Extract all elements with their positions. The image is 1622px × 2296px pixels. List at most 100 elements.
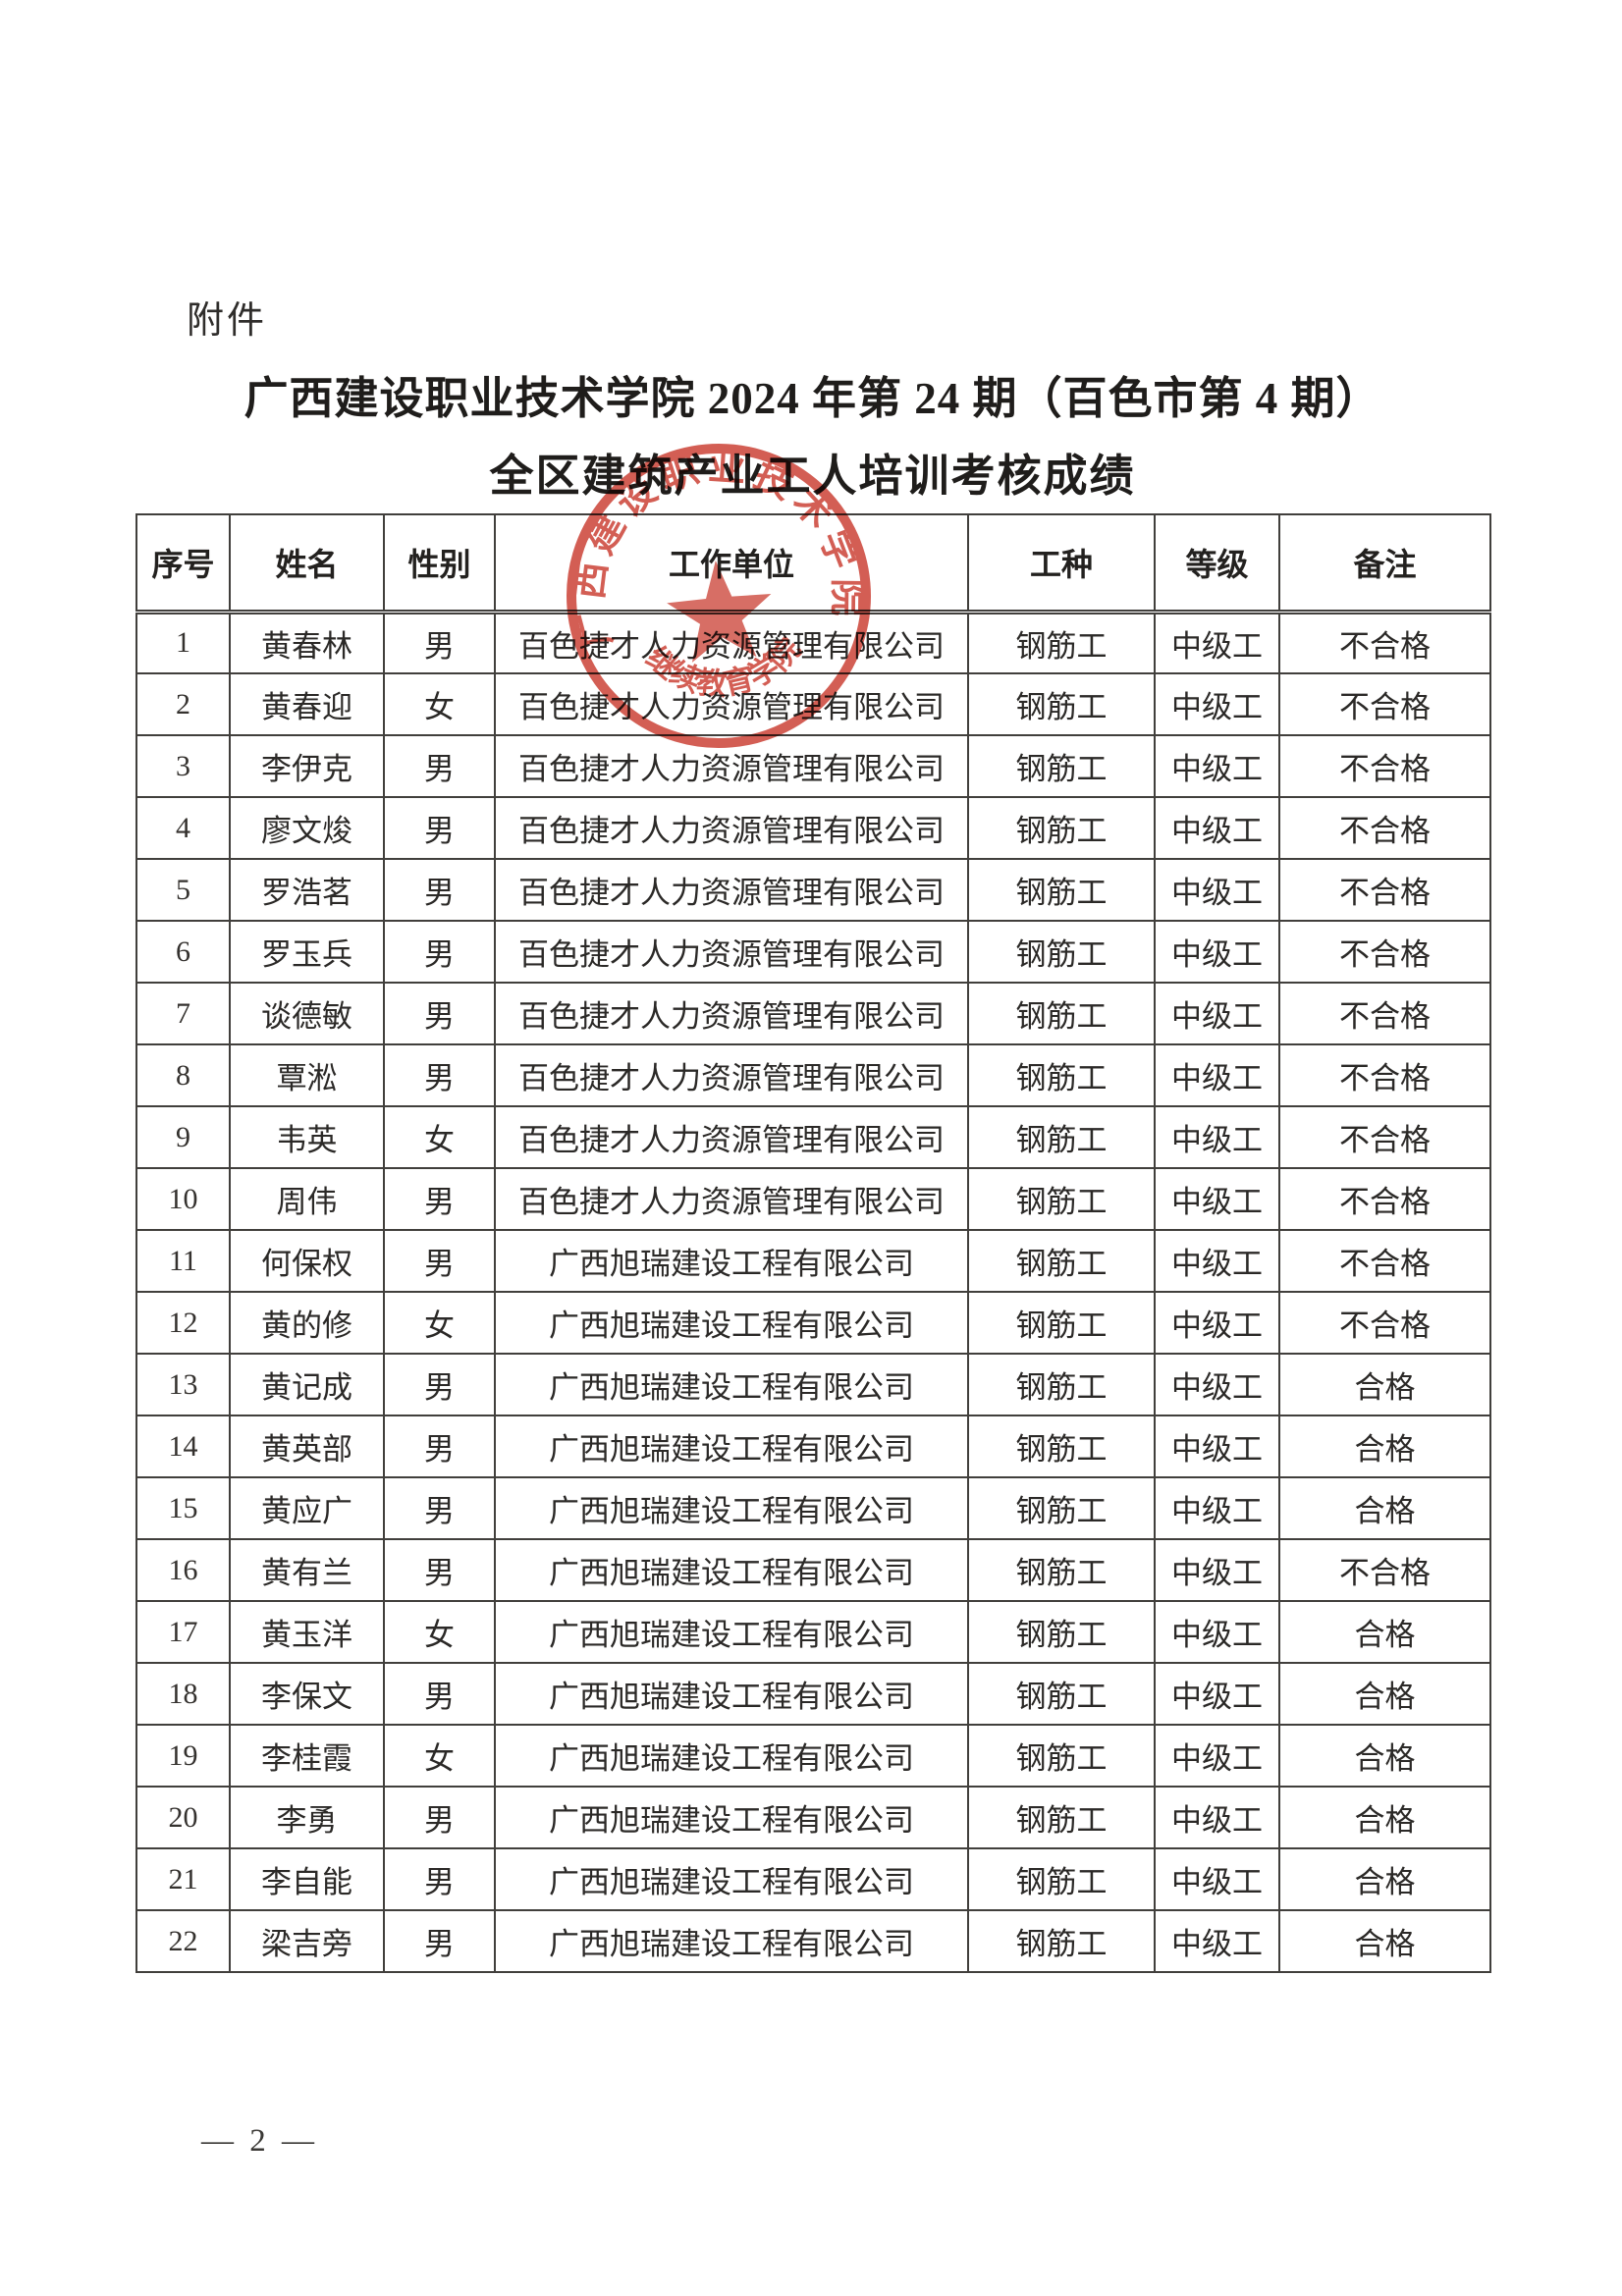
cell-employer: 广西旭瑞建设工程有限公司 bbox=[494, 1909, 969, 1973]
cell-employer: 百色捷才人力资源管理有限公司 bbox=[494, 611, 969, 674]
table-row: 1 黄春林男百色捷才人力资源管理有限公司 钢筋工 中级工 不合格 bbox=[135, 611, 1491, 674]
table-row: 5 罗浩茗男百色捷才人力资源管理有限公司 钢筋工 中级工 不合格 bbox=[135, 858, 1491, 922]
cell-trade: 钢筋工 bbox=[967, 1229, 1156, 1293]
cell-level: 中级工 bbox=[1154, 1538, 1280, 1602]
cell-remark: 合格 bbox=[1278, 1600, 1491, 1664]
table-row: 17 黄玉洋女广西旭瑞建设工程有限公司 钢筋工 中级工 合格 bbox=[135, 1600, 1491, 1664]
cell-employer: 百色捷才人力资源管理有限公司 bbox=[494, 734, 969, 798]
cell-name: 李伊克 bbox=[229, 734, 385, 798]
cell-index: 13 bbox=[135, 1353, 231, 1416]
table-row: 22 梁吉旁男广西旭瑞建设工程有限公司 钢筋工 中级工 合格 bbox=[135, 1909, 1491, 1973]
col-header-trade: 工种 bbox=[967, 513, 1156, 614]
document-title-line2: 全区建筑产业工人培训考核成绩 bbox=[489, 451, 1136, 501]
cell-trade: 钢筋工 bbox=[967, 1476, 1156, 1540]
cell-name: 李勇 bbox=[229, 1786, 385, 1849]
table-row: 21 李自能男广西旭瑞建设工程有限公司 钢筋工 中级工 合格 bbox=[135, 1847, 1491, 1911]
cell-remark: 合格 bbox=[1278, 1415, 1491, 1478]
cell-index: 3 bbox=[135, 734, 231, 798]
cell-name: 黄英部 bbox=[229, 1415, 385, 1478]
cell-gender: 男 bbox=[383, 1847, 496, 1911]
cell-remark: 合格 bbox=[1278, 1847, 1491, 1911]
cell-gender: 男 bbox=[383, 1353, 496, 1416]
cell-remark: 不合格 bbox=[1278, 1043, 1491, 1107]
cell-remark: 不合格 bbox=[1278, 858, 1491, 922]
table-row: 9 韦英女百色捷才人力资源管理有限公司 钢筋工 中级工 不合格 bbox=[135, 1105, 1491, 1169]
table-body: 1 黄春林男百色捷才人力资源管理有限公司 钢筋工 中级工 不合格 2 黄春迎女百色捷才人力资… bbox=[135, 611, 1491, 1973]
cell-gender: 男 bbox=[383, 1786, 496, 1849]
cell-index: 16 bbox=[135, 1538, 231, 1602]
cell-name: 黄玉洋 bbox=[229, 1600, 385, 1664]
cell-remark: 不合格 bbox=[1278, 1105, 1491, 1169]
cell-name: 何保权 bbox=[229, 1229, 385, 1293]
cell-level: 中级工 bbox=[1154, 1229, 1280, 1293]
cell-gender: 男 bbox=[383, 734, 496, 798]
cell-trade: 钢筋工 bbox=[967, 672, 1156, 736]
cell-employer: 广西旭瑞建设工程有限公司 bbox=[494, 1600, 969, 1664]
training-results-table: 序号 姓名 性别 工作单位 工种 等级 备注 1 黄春林男百色捷才人力资源管理有限公司 钢筋工中… bbox=[135, 513, 1491, 1973]
cell-name: 覃淞 bbox=[229, 1043, 385, 1107]
cell-remark: 不合格 bbox=[1278, 1229, 1491, 1293]
cell-trade: 钢筋工 bbox=[967, 1043, 1156, 1107]
cell-level: 中级工 bbox=[1154, 1353, 1280, 1416]
cell-index: 18 bbox=[135, 1662, 231, 1726]
cell-index: 20 bbox=[135, 1786, 231, 1849]
cell-index: 1 bbox=[135, 611, 231, 674]
page-number: — 2 — bbox=[201, 2123, 318, 2159]
cell-remark: 合格 bbox=[1278, 1476, 1491, 1540]
cell-gender: 女 bbox=[383, 1105, 496, 1169]
table-header-row: 序号 姓名 性别 工作单位 工种 等级 备注 bbox=[135, 513, 1491, 614]
table-row: 4 廖文焌男百色捷才人力资源管理有限公司 钢筋工 中级工 不合格 bbox=[135, 796, 1491, 860]
cell-remark: 不合格 bbox=[1278, 1291, 1491, 1355]
cell-employer: 百色捷才人力资源管理有限公司 bbox=[494, 982, 969, 1045]
cell-index: 12 bbox=[135, 1291, 231, 1355]
cell-level: 中级工 bbox=[1154, 1476, 1280, 1540]
cell-trade: 钢筋工 bbox=[967, 1909, 1156, 1973]
cell-name: 罗玉兵 bbox=[229, 920, 385, 984]
cell-trade: 钢筋工 bbox=[967, 1786, 1156, 1849]
cell-remark: 不合格 bbox=[1278, 982, 1491, 1045]
table-row: 10 周伟男百色捷才人力资源管理有限公司 钢筋工 中级工 不合格 bbox=[135, 1167, 1491, 1231]
cell-level: 中级工 bbox=[1154, 1909, 1280, 1973]
cell-name: 黄记成 bbox=[229, 1353, 385, 1416]
cell-trade: 钢筋工 bbox=[967, 1291, 1156, 1355]
cell-index: 4 bbox=[135, 796, 231, 860]
cell-index: 17 bbox=[135, 1600, 231, 1664]
cell-level: 中级工 bbox=[1154, 1724, 1280, 1788]
cell-gender: 男 bbox=[383, 982, 496, 1045]
cell-employer: 广西旭瑞建设工程有限公司 bbox=[494, 1786, 969, 1849]
col-header-gender: 性别 bbox=[383, 513, 496, 614]
col-header-index: 序号 bbox=[135, 513, 231, 614]
cell-remark: 不合格 bbox=[1278, 672, 1491, 736]
cell-index: 14 bbox=[135, 1415, 231, 1478]
cell-employer: 广西旭瑞建设工程有限公司 bbox=[494, 1229, 969, 1293]
cell-gender: 男 bbox=[383, 611, 496, 674]
cell-gender: 女 bbox=[383, 1600, 496, 1664]
attachment-label: 附件 bbox=[187, 300, 268, 342]
cell-remark: 合格 bbox=[1278, 1662, 1491, 1726]
cell-remark: 合格 bbox=[1278, 1353, 1491, 1416]
document-title-line1: 广西建设职业技术学院 2024 年第 24 期（百色市第 4 期） bbox=[243, 374, 1381, 423]
cell-gender: 男 bbox=[383, 1476, 496, 1540]
cell-index: 11 bbox=[135, 1229, 231, 1293]
cell-remark: 不合格 bbox=[1278, 1538, 1491, 1602]
cell-trade: 钢筋工 bbox=[967, 1167, 1156, 1231]
cell-index: 21 bbox=[135, 1847, 231, 1911]
cell-employer: 百色捷才人力资源管理有限公司 bbox=[494, 920, 969, 984]
cell-trade: 钢筋工 bbox=[967, 611, 1156, 674]
cell-name: 黄的修 bbox=[229, 1291, 385, 1355]
table-row: 13 黄记成男广西旭瑞建设工程有限公司 钢筋工 中级工 合格 bbox=[135, 1353, 1491, 1416]
cell-trade: 钢筋工 bbox=[967, 1538, 1156, 1602]
cell-index: 9 bbox=[135, 1105, 231, 1169]
cell-gender: 男 bbox=[383, 858, 496, 922]
cell-name: 黄春林 bbox=[229, 611, 385, 674]
cell-gender: 女 bbox=[383, 1291, 496, 1355]
cell-gender: 男 bbox=[383, 1415, 496, 1478]
cell-level: 中级工 bbox=[1154, 611, 1280, 674]
table-row: 2 黄春迎女百色捷才人力资源管理有限公司 钢筋工 中级工 不合格 bbox=[135, 672, 1491, 736]
cell-gender: 男 bbox=[383, 1043, 496, 1107]
table-row: 14 黄英部男广西旭瑞建设工程有限公司 钢筋工 中级工 合格 bbox=[135, 1415, 1491, 1478]
cell-index: 15 bbox=[135, 1476, 231, 1540]
cell-employer: 广西旭瑞建设工程有限公司 bbox=[494, 1847, 969, 1911]
cell-remark: 合格 bbox=[1278, 1724, 1491, 1788]
